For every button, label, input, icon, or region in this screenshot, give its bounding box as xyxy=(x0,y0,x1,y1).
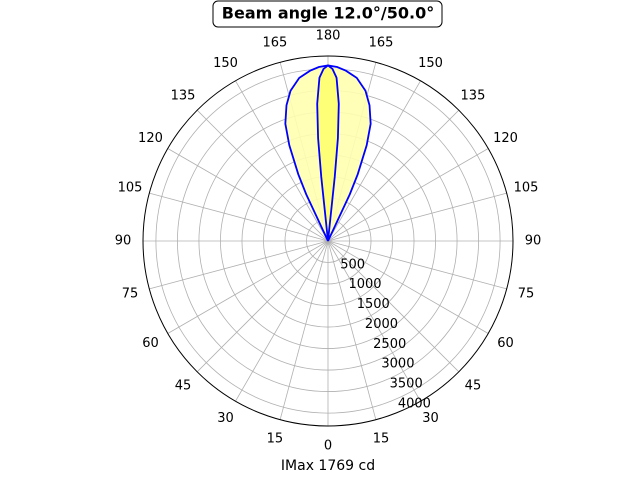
beam-line xyxy=(316,64,340,242)
theta-grid-line xyxy=(327,240,377,420)
theta-grid-line xyxy=(235,80,329,242)
r-tick-label: 2500 xyxy=(373,337,406,352)
r-tick-label: 3000 xyxy=(381,357,414,372)
theta-tick-label: 45 xyxy=(465,378,482,393)
theta-grid-line xyxy=(149,240,329,290)
r-tick-label: 2000 xyxy=(365,317,398,332)
theta-tick-label: 60 xyxy=(497,336,514,351)
theta-grid-line xyxy=(327,240,507,290)
theta-tick-label: 135 xyxy=(461,89,486,104)
theta-grid-line xyxy=(167,240,329,334)
r-tick-label: 1500 xyxy=(357,297,390,312)
theta-tick-label: 150 xyxy=(213,56,238,71)
theta-grid-line xyxy=(327,192,507,242)
theta-tick-label: 45 xyxy=(175,378,192,393)
r-tick-label: 3500 xyxy=(390,377,423,392)
theta-grid-line xyxy=(149,192,329,242)
theta-tick-label: 150 xyxy=(418,56,443,71)
theta-tick-label: 105 xyxy=(118,180,143,195)
theta-grid-line xyxy=(327,240,460,373)
theta-grid-line xyxy=(167,148,329,242)
theta-grid-line xyxy=(327,240,489,334)
x-axis-label: IMax 1769 cd xyxy=(281,458,375,474)
theta-tick-label: 90 xyxy=(525,234,542,249)
theta-tick-label: 165 xyxy=(369,35,394,50)
r-tick-label: 4000 xyxy=(398,396,431,411)
theta-tick-label: 165 xyxy=(263,35,288,50)
polar-frame xyxy=(142,55,514,427)
theta-tick-label: 180 xyxy=(316,29,341,44)
theta-grid-line xyxy=(196,240,329,373)
theta-tick-label: 30 xyxy=(422,411,439,426)
theta-grid-line xyxy=(235,240,329,402)
theta-tick-label: 75 xyxy=(122,287,139,302)
theta-grid-line xyxy=(327,240,421,402)
r-tick-label: 500 xyxy=(340,257,365,272)
chart-title: Beam angle 12.0°/50.0° xyxy=(222,4,434,23)
theta-tick-label: 105 xyxy=(514,180,539,195)
theta-tick-label: 90 xyxy=(115,234,132,249)
theta-tick-label: 75 xyxy=(518,287,535,302)
r-tick-label: 1000 xyxy=(348,277,381,292)
theta-grid-line xyxy=(196,109,329,242)
theta-tick-label: 135 xyxy=(171,89,196,104)
theta-tick-label: 0 xyxy=(324,439,332,454)
theta-grid-line xyxy=(327,80,421,242)
beam-fill xyxy=(317,65,339,241)
theta-tick-label: 30 xyxy=(217,411,234,426)
title-box xyxy=(212,0,443,28)
theta-grid-line xyxy=(327,148,489,242)
theta-tick-label: 15 xyxy=(373,432,390,447)
theta-grid-line xyxy=(279,240,329,420)
theta-tick-label: 15 xyxy=(267,432,284,447)
theta-tick-label: 120 xyxy=(493,131,518,146)
theta-tick-label: 120 xyxy=(138,131,163,146)
theta-grid-line xyxy=(327,109,460,242)
theta-tick-label: 60 xyxy=(142,336,159,351)
